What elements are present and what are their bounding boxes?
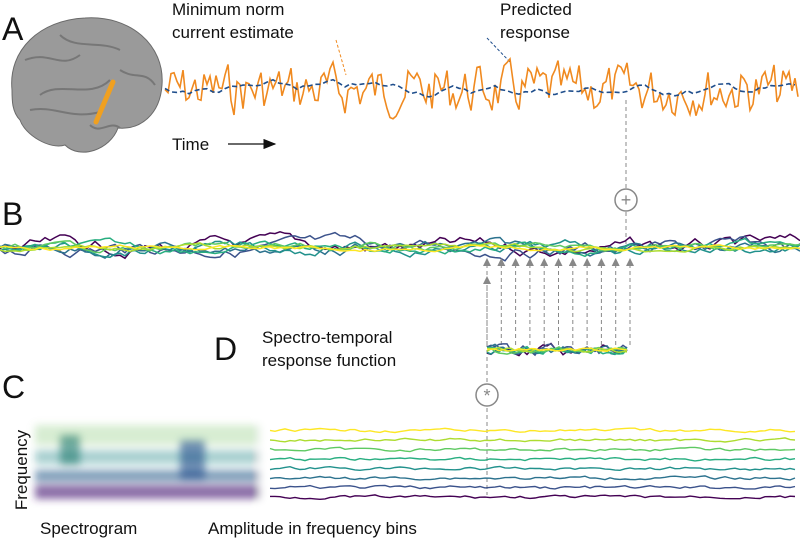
panel-letter: A xyxy=(2,11,24,47)
prediction-label: response xyxy=(500,23,570,42)
axis-label: Frequency xyxy=(12,429,31,510)
bin-trace xyxy=(269,475,796,481)
operator: * xyxy=(483,386,490,406)
bin-trace xyxy=(269,456,796,462)
bin-trace xyxy=(269,465,796,472)
estimate-label: Minimum norm xyxy=(172,0,284,19)
spectrogram xyxy=(35,415,280,515)
bin-trace xyxy=(269,437,796,443)
strf-title: Spectro-temporal xyxy=(262,328,392,347)
leader xyxy=(486,37,511,63)
prediction-label: Predicted xyxy=(500,0,572,19)
band-trace xyxy=(0,244,800,253)
sum-node xyxy=(614,188,638,212)
predicted-trace xyxy=(164,78,796,98)
leader xyxy=(335,39,347,76)
panel-letter: C xyxy=(2,369,25,405)
bin-trace xyxy=(269,446,796,453)
time-label: Time xyxy=(172,135,209,154)
bins-label: Amplitude in frequency bins xyxy=(208,519,417,538)
brain xyxy=(11,17,163,153)
operator: + xyxy=(621,190,632,210)
band-trace xyxy=(0,237,800,258)
band-trace xyxy=(0,242,800,253)
panel-letter: D xyxy=(214,331,237,367)
panel-letter: B xyxy=(2,196,23,232)
strf-trace xyxy=(486,347,628,353)
strf-title: response function xyxy=(262,351,396,370)
estimate-trace xyxy=(164,56,799,120)
bin-trace xyxy=(269,484,796,490)
estimate-label: current estimate xyxy=(172,23,294,42)
convolve-node xyxy=(475,383,499,407)
spectrogram-label: Spectrogram xyxy=(40,519,137,538)
bin-trace xyxy=(269,427,796,434)
bin-trace xyxy=(270,494,796,501)
